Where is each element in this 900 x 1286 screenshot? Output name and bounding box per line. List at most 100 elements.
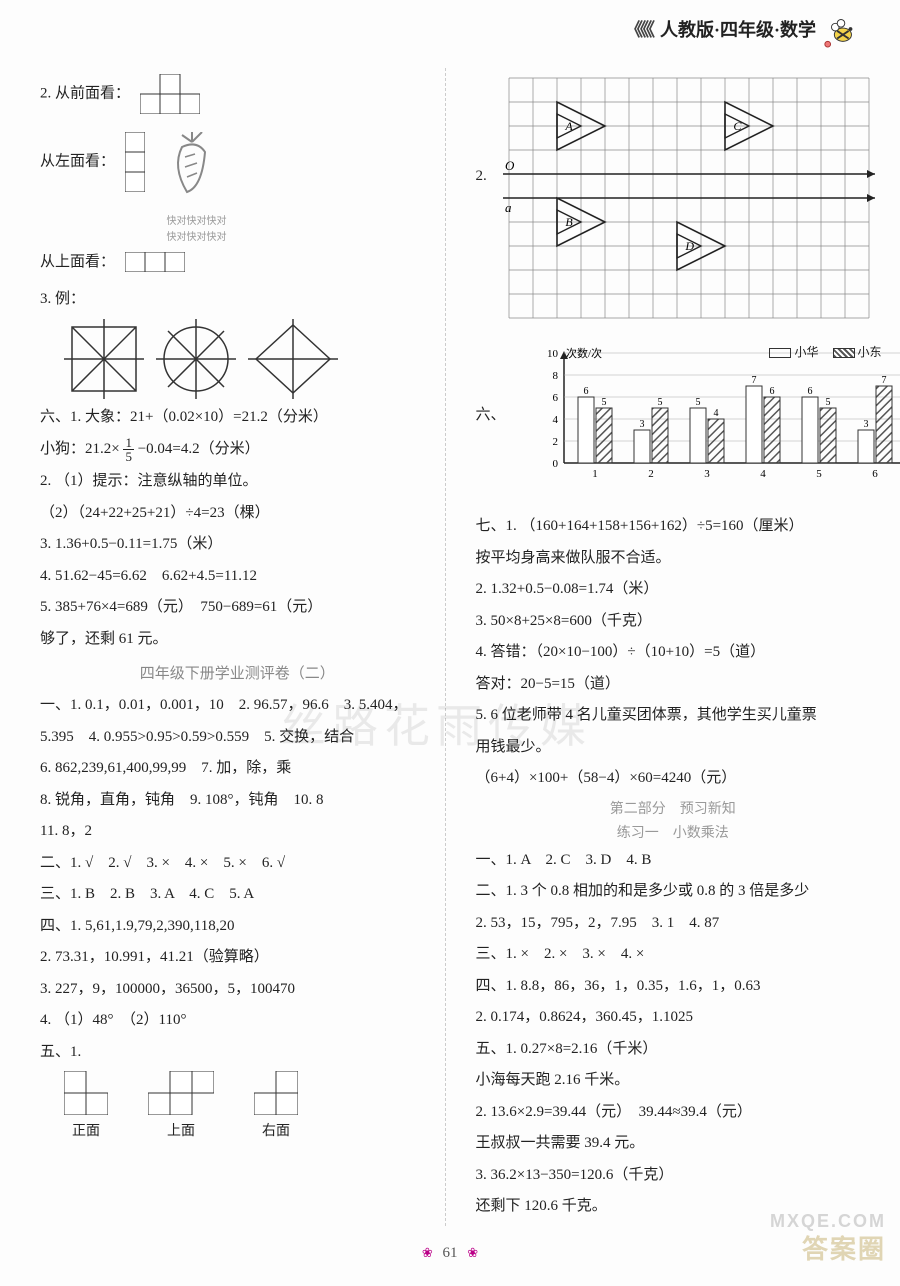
- svg-text:7: 7: [751, 375, 756, 386]
- p5: 5. 385+76×4=689（元） 750−689=61（元）: [40, 595, 435, 621]
- tiny-text-1: 快对快对快对: [167, 216, 227, 228]
- svg-text:5: 5: [816, 468, 822, 480]
- b2: 二、1. 3 个 0.8 相加的和是多少或 0.8 的 3 倍是多少: [476, 879, 871, 905]
- svg-text:6: 6: [769, 386, 774, 397]
- view-front-icon: [64, 1071, 108, 1115]
- a1: 一、1. 0.1，0.01，0.001，10 2. 96.57，96.6 3. …: [40, 693, 435, 719]
- legend-a: 小华: [794, 345, 818, 359]
- section-title-2a: 第二部分 预习新知: [476, 798, 871, 818]
- svg-text:C: C: [733, 119, 742, 133]
- svg-text:10: 10: [547, 348, 559, 360]
- svg-text:8: 8: [552, 370, 558, 382]
- section-title-1: 四年级下册学业测评卷（二）: [40, 662, 435, 683]
- svg-text:6: 6: [583, 386, 588, 397]
- view-front-label: 正面: [64, 1120, 108, 1140]
- page-number: ❀ 61 ❀: [0, 1245, 900, 1262]
- b3: 三、1. × 2. × 3. × 4. ×: [476, 942, 871, 968]
- bar-chart: 0246810次数/次数字651352543764655376: [522, 343, 900, 493]
- view-top-icon: [148, 1071, 214, 1115]
- svg-text:A: A: [564, 119, 573, 133]
- svg-text:a: a: [505, 200, 512, 215]
- views-row: 正面 上面 右面: [64, 1071, 435, 1140]
- shape-square-icon: [64, 319, 144, 399]
- bee-icon: [822, 10, 860, 48]
- svg-text:次数/次: 次数/次: [566, 346, 602, 360]
- svg-text:5: 5: [601, 397, 606, 408]
- six-r-label: 六、: [476, 343, 506, 429]
- top-view-icon: [125, 252, 185, 272]
- a5: 五、1.: [40, 1040, 435, 1066]
- shapes-row: [64, 319, 435, 399]
- b4: 四、1. 8.8，86，36，1，0.35，1.6，1，0.63: [476, 974, 871, 1000]
- a4: 四、1. 5,61,1.9,79,2,390,118,20: [40, 914, 435, 940]
- six-dog-b: −0.04=4.2（分米）: [138, 441, 260, 457]
- q7-5a: 5. 6 位老师带 4 名儿童买团体票，其他学生买儿童票: [476, 703, 871, 729]
- left-column: 2. 从前面看： 从左面看：: [40, 68, 446, 1226]
- svg-text:3: 3: [639, 419, 644, 430]
- a4d: 4. （1）48° （2）110°: [40, 1008, 435, 1034]
- header-text: 人教版·四年级·数学: [660, 16, 816, 42]
- view-right-icon: [254, 1071, 298, 1115]
- svg-text:6: 6: [807, 386, 812, 397]
- svg-text:4: 4: [552, 414, 558, 426]
- q7-2: 2. 1.32+0.5−0.08=1.74（米）: [476, 577, 871, 603]
- left-view-icon: [125, 132, 145, 192]
- p2-2: （2）（24+22+25+21）÷4=23（棵）: [40, 501, 435, 527]
- q3-label: 3. 例：: [40, 287, 435, 313]
- b5c: 2. 13.6×2.9=39.44（元） 39.44≈39.4（元）: [476, 1100, 871, 1126]
- flower-right-icon: ❀: [467, 1245, 478, 1260]
- q7-4a: 4. 答错：（20×10−100）÷（10+10）=5（道）: [476, 640, 871, 666]
- b5b: 小海每天跑 2.16 千米。: [476, 1068, 871, 1094]
- p5b: 够了，还剩 61 元。: [40, 627, 435, 653]
- a4b: 2. 73.31，10.991，41.21（验算略）: [40, 945, 435, 971]
- header-chevrons: 《《《: [625, 16, 652, 42]
- b5d: 王叔叔一共需要 39.4 元。: [476, 1131, 871, 1157]
- q2-top-label: 从上面看：: [40, 254, 115, 270]
- p4: 4. 51.62−45=6.62 6.62+4.5=11.12: [40, 564, 435, 590]
- front-view-icon: [140, 74, 200, 114]
- svg-text:5: 5: [695, 397, 700, 408]
- a3: 三、1. B 2. B 3. A 4. C 5. A: [40, 882, 435, 908]
- b2b: 2. 53，15，795，2，7.95 3. 1 4. 87: [476, 911, 871, 937]
- legend-b: 小东: [858, 345, 882, 359]
- shape-circle-icon: [156, 319, 236, 399]
- a2: 二、1. √ 2. √ 3. × 4. × 5. × 6. √: [40, 851, 435, 877]
- p2-1: 2. （1）提示：注意纵轴的单位。: [40, 469, 435, 495]
- chart-legend: 小华 小东: [769, 343, 881, 360]
- q7-5c: （6+4）×100+（58−4）×60=4240（元）: [476, 766, 871, 792]
- q7-3: 3. 50×8+25×8=600（千克）: [476, 609, 871, 635]
- b1: 一、1. A 2. C 3. D 4. B: [476, 848, 871, 874]
- svg-text:6: 6: [552, 392, 558, 404]
- svg-text:2: 2: [648, 468, 654, 480]
- svg-text:3: 3: [863, 419, 868, 430]
- svg-text:0: 0: [552, 458, 558, 470]
- b5a: 五、1. 0.27×8=2.16（千米）: [476, 1037, 871, 1063]
- q7-1: 七、1. （160+164+158+156+162）÷5=160（厘米）: [476, 514, 871, 540]
- q2-front-label: 2. 从前面看：: [40, 85, 130, 101]
- svg-text:6: 6: [872, 468, 878, 480]
- svg-text:D: D: [684, 239, 694, 253]
- q2-left-label: 从左面看：: [40, 153, 115, 169]
- q2r-label: 2.: [476, 74, 487, 190]
- q7-1b: 按平均身高来做队服不合适。: [476, 546, 871, 572]
- six-dog-a: 小狗：21.2×: [40, 441, 120, 457]
- svg-text:O: O: [505, 158, 515, 173]
- six-1: 六、1. 大象：21+（0.02×10）=21.2（分米）: [40, 405, 435, 431]
- flower-left-icon: ❀: [422, 1245, 433, 1260]
- svg-text:3: 3: [704, 468, 710, 480]
- b5e: 3. 36.2×13−350=120.6（千克）: [476, 1163, 871, 1189]
- p3: 3. 1.36+0.5−0.11=1.75（米）: [40, 532, 435, 558]
- a1b: 5.395 4. 0.955>0.95>0.59>0.559 5. 交换，结合: [40, 725, 435, 751]
- a4c: 3. 227，9，100000，36500，5，100470: [40, 977, 435, 1003]
- page-header: 《《《 人教版·四年级·数学: [0, 0, 900, 48]
- tiny-text-2: 快对快对快对: [167, 232, 227, 244]
- section-title-2b: 练习一 小数乘法: [476, 822, 871, 842]
- a1e: 11. 8，2: [40, 819, 435, 845]
- a1c: 6. 862,239,61,400,99,99 7. 加，除，乘: [40, 756, 435, 782]
- right-column: 2. OaACBD 六、 小华 小东 0246810次数/次数字65135254…: [466, 68, 871, 1226]
- grid-figure: Oa A C B D: [503, 72, 875, 324]
- svg-text:1: 1: [592, 468, 598, 480]
- carrot-icon: 快对快对快对 快对快对快对: [167, 132, 227, 244]
- svg-text:7: 7: [881, 375, 886, 386]
- svg-text:B: B: [565, 215, 573, 229]
